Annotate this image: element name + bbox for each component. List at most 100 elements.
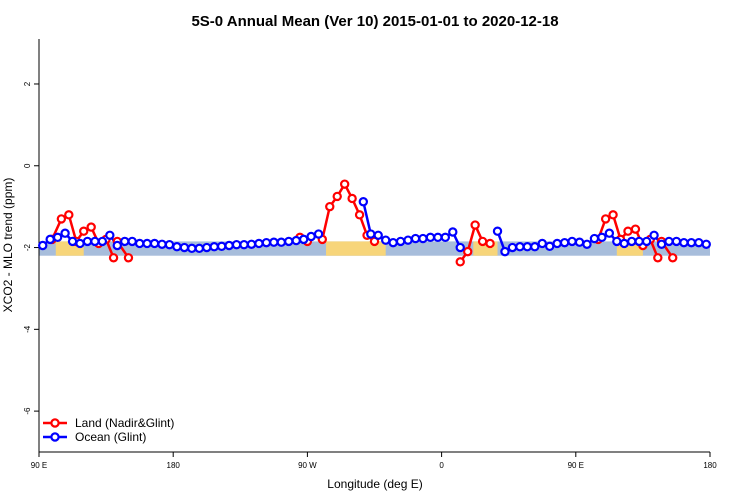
ocean-point: [149, 238, 160, 249]
legend: Land (Nadir&Glint)Ocean (Glint): [43, 416, 174, 444]
ocean-point: [440, 232, 451, 243]
ocean-point: [157, 239, 167, 249]
land-point: [86, 222, 96, 232]
ocean-point: [627, 236, 637, 247]
ocean-point: [276, 237, 287, 247]
ocean-point: [82, 236, 93, 247]
ocean-point: [582, 239, 592, 249]
land-point: [108, 253, 119, 263]
land-point: [455, 257, 465, 267]
ocean-point: [574, 237, 585, 247]
x-tick-label: 0: [439, 461, 444, 470]
land-point: [485, 238, 495, 249]
ocean-point: [589, 233, 600, 244]
land-point: [354, 210, 365, 220]
y-tick-label: -6: [23, 407, 32, 415]
land-point: [608, 210, 618, 220]
y-tick-label: 2: [23, 81, 32, 86]
ocean-point: [366, 229, 376, 239]
ocean-point: [216, 241, 227, 252]
ocean-point: [418, 233, 428, 244]
land-point: [64, 210, 74, 220]
y-axis-label: XCO2 - MLO trend (ppm): [1, 178, 15, 313]
ocean-point: [179, 242, 190, 253]
ocean-point: [112, 240, 122, 251]
land-point: [600, 214, 611, 224]
ocean-point: [433, 232, 443, 243]
ocean-point: [395, 236, 406, 247]
ocean-point: [373, 230, 383, 240]
ocean-point: [552, 238, 562, 249]
ocean-point: [686, 237, 697, 248]
ocean-point: [298, 234, 309, 245]
ocean-point: [284, 236, 294, 247]
land-point: [630, 224, 641, 234]
x-tick-label: 180: [703, 461, 717, 470]
plot-area: 90 E 180 90 W 0 90 E 180 2 0 -2 -4 -6: [23, 39, 717, 470]
ocean-point: [664, 236, 674, 247]
ocean-point: [410, 233, 421, 244]
y-tick-label: -4: [23, 325, 32, 333]
ocean-point: [559, 237, 570, 248]
ocean-point: [202, 242, 212, 253]
ocean-point: [701, 239, 711, 249]
land-point: [123, 253, 134, 263]
land-point: [347, 193, 357, 204]
ocean-point: [634, 236, 644, 247]
legend-label-0: Land (Nadir&Glint): [75, 416, 174, 430]
ocean-point: [530, 242, 540, 252]
legend-marker-0: [50, 418, 60, 428]
ocean-point: [187, 243, 197, 254]
ocean-point: [67, 236, 78, 247]
land-point: [332, 191, 342, 202]
ocean-point: [224, 240, 234, 251]
ocean-point: [388, 237, 398, 248]
ocean-point: [597, 232, 607, 243]
ocean-point: [291, 235, 301, 246]
ocean-point: [500, 246, 510, 257]
ocean-point: [306, 231, 316, 242]
ocean-point: [194, 243, 204, 254]
land-point: [653, 253, 663, 263]
ocean-point: [313, 229, 324, 239]
ocean-point: [38, 240, 48, 251]
land-band-segment: [326, 241, 386, 256]
ocean-point: [403, 235, 413, 245]
x-tick-label: 90 E: [568, 461, 584, 470]
land-point: [325, 201, 335, 212]
ocean-point: [537, 238, 547, 249]
chart-title: 5S-0 Annual Mean (Ver 10) 2015-01-01 to …: [191, 13, 558, 30]
ocean-point: [90, 236, 100, 247]
ocean-point: [105, 230, 115, 240]
ocean-point: [694, 237, 704, 248]
ocean-point: [425, 232, 436, 243]
ocean-point: [254, 238, 264, 249]
land-point: [56, 214, 67, 224]
ocean-point: [45, 234, 55, 245]
ocean-point: [649, 230, 659, 240]
land-point: [79, 226, 89, 236]
ocean-point: [261, 237, 272, 248]
land-point: [668, 253, 678, 263]
land-point: [477, 236, 488, 247]
y-tick-label: -2: [23, 243, 32, 251]
legend-label-1: Ocean (Glint): [75, 430, 146, 444]
ocean-point: [679, 237, 689, 248]
ocean-point: [641, 236, 652, 247]
ocean-point: [172, 242, 182, 252]
ocean-point: [358, 197, 369, 207]
x-tick-label: 90 W: [298, 461, 317, 470]
ocean-point: [209, 242, 219, 252]
x-tick-label: 90 E: [31, 461, 47, 470]
ocean-point: [75, 238, 85, 249]
ocean-point: [142, 238, 152, 249]
land-point: [623, 226, 633, 236]
ocean-point: [545, 241, 555, 252]
land-point: [462, 246, 473, 257]
x-axis-label: Longitude (deg E): [327, 477, 422, 491]
ocean-point: [515, 242, 525, 252]
ocean-point: [522, 242, 533, 252]
ocean-point: [134, 238, 145, 249]
legend-marker-1: [50, 432, 60, 442]
